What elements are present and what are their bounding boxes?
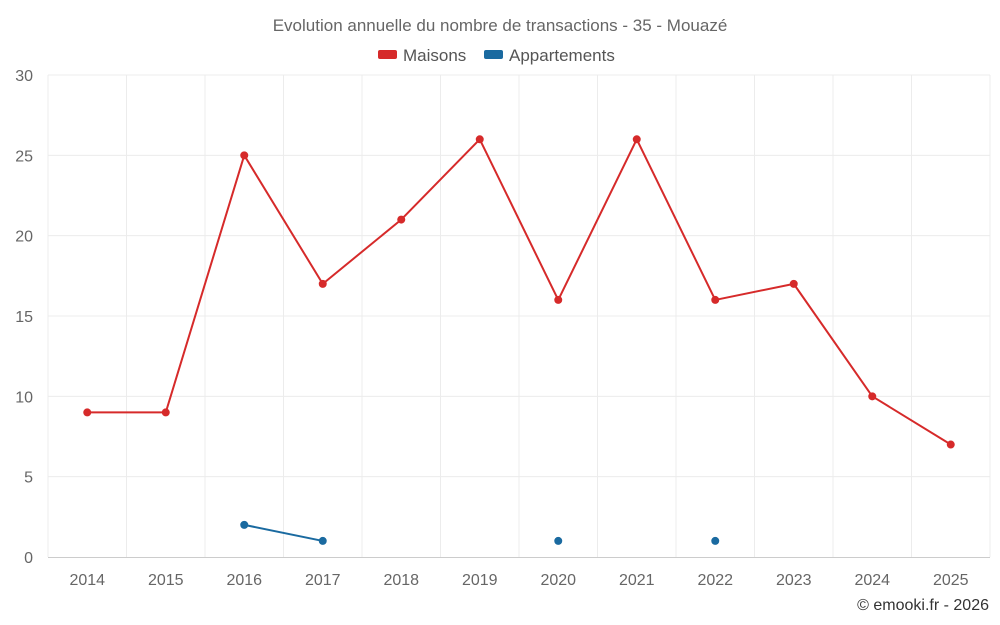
y-tick-label: 25 [15,148,33,165]
x-tick-label: 2021 [619,572,655,589]
data-point-maisons [946,440,955,449]
data-point-appartements [554,536,563,545]
data-point-maisons [554,295,563,304]
data-point-maisons [83,408,92,417]
x-tick-label: 2017 [305,572,341,589]
data-point-maisons [397,215,406,224]
credit-text: © emooki.fr - 2026 [857,597,989,614]
legend: Maisons Appartements [378,46,615,65]
data-point-maisons [240,151,249,160]
x-axis-tick-labels: 2014 2015 2016 2017 2018 2019 2020 2021 2022 2023… [69,572,968,589]
y-tick-label: 30 [15,68,33,85]
data-point-maisons [711,295,720,304]
y-tick-label: 15 [15,309,33,326]
legend-swatch-appartements [484,50,503,59]
y-tick-label: 0 [24,550,33,567]
series-appartements [240,520,720,545]
y-tick-label: 10 [15,389,33,406]
x-tick-label: 2025 [933,572,969,589]
data-point-maisons [868,392,877,401]
data-point-appartements [318,536,327,545]
x-tick-label: 2022 [697,572,733,589]
x-tick-label: 2016 [226,572,262,589]
data-point-maisons [318,279,327,288]
y-gridlines [48,74,990,478]
series-maisons [83,135,955,449]
data-point-maisons [632,135,641,144]
series-layer [83,135,955,545]
data-point-appartements [240,520,249,529]
x-tick-label: 2023 [776,572,812,589]
series-line-maisons [87,138,952,446]
y-tick-label: 20 [15,229,33,246]
series-line-appartements [244,523,323,542]
x-tick-label: 2014 [69,572,105,589]
data-point-maisons [161,408,170,417]
x-tick-label: 2024 [854,572,890,589]
chart-title: Evolution annuelle du nombre de transact… [273,16,728,35]
legend-label-appartements: Appartements [509,46,615,65]
data-point-appartements [711,536,720,545]
x-tick-label: 2019 [462,572,498,589]
y-axis-tick-labels: 0 5 10 15 20 25 30 [15,68,33,567]
y-tick-label: 5 [24,470,33,487]
legend-label-maisons: Maisons [403,46,466,65]
x-tick-label: 2015 [148,572,184,589]
data-point-maisons [789,279,798,288]
data-point-maisons [475,135,484,144]
legend-swatch-maisons [378,50,397,59]
x-tick-label: 2020 [540,572,576,589]
x-tick-label: 2018 [383,572,419,589]
